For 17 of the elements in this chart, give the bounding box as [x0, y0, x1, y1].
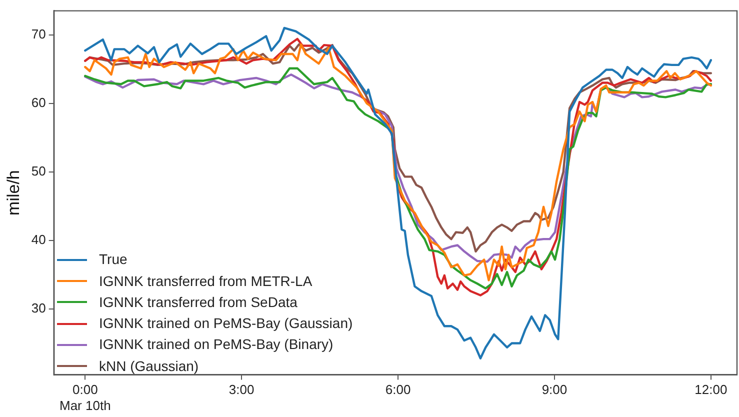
legend-label: IGNNK transferred from METR-LA	[99, 272, 312, 291]
legend-label: IGNNK trained on PeMS-Bay (Gaussian)	[99, 314, 353, 334]
y-tick-label: 60	[31, 94, 46, 110]
x-tick-label: 9:00	[542, 382, 568, 398]
y-tick-label: 40	[31, 232, 46, 248]
legend-label: IGNNK trained on PeMS-Bay (Binary)	[99, 335, 334, 354]
y-tick-label: 70	[31, 26, 46, 42]
legend-label: IGNNK transferred from SeData	[99, 292, 298, 312]
x-tick-label: 6:00	[385, 382, 411, 398]
legend-label: kNN (Gaussian)	[99, 356, 199, 376]
y-tick-label: 30	[31, 300, 46, 316]
y-tick-label: 50	[31, 163, 46, 178]
x-tick-label: 3:00	[228, 382, 254, 398]
y-axis-title: mile/h	[4, 170, 23, 216]
x-tick-label: 0:00 Mar 10th	[59, 382, 111, 413]
legend-label: True	[99, 250, 128, 270]
x-tick-label: 12:00	[694, 382, 728, 398]
